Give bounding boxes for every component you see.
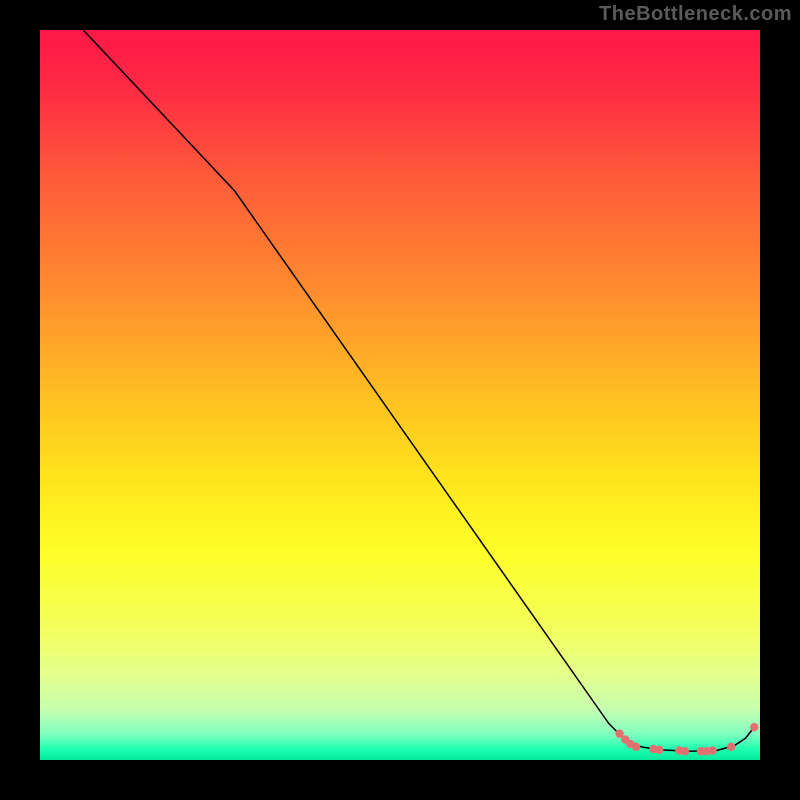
marker-point bbox=[681, 747, 689, 755]
watermark-text: TheBottleneck.com bbox=[599, 3, 792, 26]
marker-point bbox=[708, 746, 716, 754]
marker-point bbox=[727, 743, 735, 751]
chart-overlay bbox=[40, 30, 760, 760]
marker-point bbox=[655, 746, 663, 754]
marker-point bbox=[750, 723, 758, 731]
curve-line bbox=[83, 30, 754, 751]
marker-point bbox=[632, 743, 640, 751]
plot-area bbox=[40, 30, 760, 760]
